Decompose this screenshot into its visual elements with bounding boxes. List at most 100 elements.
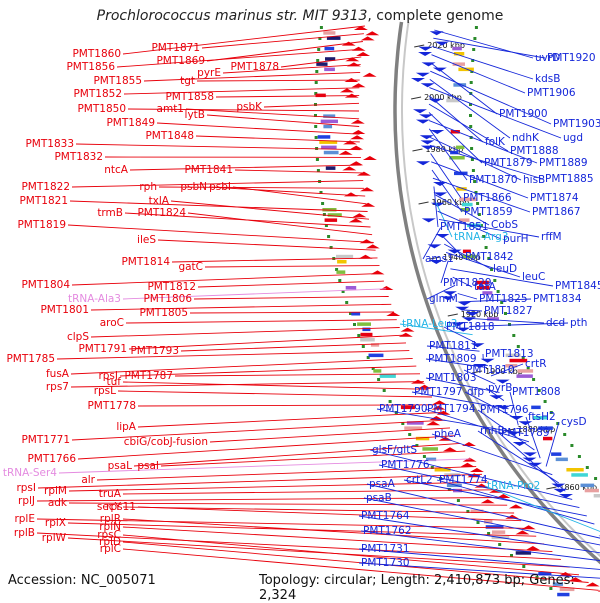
leader-line-left — [188, 213, 372, 235]
ring-dot — [327, 235, 330, 238]
right-gene-label: ndhK — [512, 132, 540, 144]
feature-arrow-left — [526, 546, 540, 550]
left-gene-label: PMT1856 — [66, 61, 115, 73]
left-gene-label: PMT1852 — [73, 88, 122, 100]
leader-line-left — [126, 320, 397, 323]
right-gene-label: PMT1794 — [427, 403, 476, 415]
left-gene-label: PMT1832 — [54, 151, 103, 163]
left-gene-label: PMT1801 — [40, 304, 89, 316]
summary-text: Topology: circular; Length: 2,410,873 bp… — [259, 573, 600, 603]
ring-dot — [472, 48, 475, 51]
feature-arrow-left — [443, 447, 457, 451]
scale-tick — [414, 45, 424, 47]
right-gene-label: psaA — [369, 478, 396, 490]
leader-line-left — [216, 96, 359, 97]
feature-arrow-left — [352, 83, 366, 87]
feature-block-right — [566, 468, 583, 472]
feature-block-right — [531, 406, 540, 410]
right-gene-label: PMT1903 — [553, 118, 600, 130]
right-gene-label: PMT1859 — [464, 206, 513, 218]
feature-block-left — [346, 286, 357, 290]
right-gene-label: ams1 — [425, 253, 454, 265]
right-gene-label: purH — [503, 233, 529, 245]
ring-dot — [320, 26, 323, 29]
feature-arrow-right — [411, 78, 425, 82]
feature-block-left — [336, 270, 345, 274]
ring-dot — [338, 279, 341, 282]
right-gene-label: hisB — [523, 174, 545, 186]
leader-line-left — [124, 88, 359, 94]
feature-block-left — [336, 255, 353, 258]
left-gene-label: PMT1806 — [143, 293, 192, 305]
left-gene-label: PMT1858 — [165, 91, 214, 103]
ring-dot — [317, 48, 320, 51]
feature-block-left — [369, 354, 384, 358]
feature-block-left — [326, 166, 336, 170]
ring-dot — [457, 499, 460, 502]
right-gene-label: PMT1834 — [533, 293, 582, 305]
left-gene-label: psbK — [236, 101, 263, 113]
accession-text: Accession: NC_005071 — [8, 573, 156, 588]
left-gene-label: PMT1841 — [184, 164, 233, 176]
ring-dot — [475, 26, 478, 29]
right-gene-label: ftsH2 — [528, 411, 556, 423]
ring-dot — [570, 444, 573, 447]
left-gene-label: tgt — [180, 75, 195, 87]
feature-arrow-left — [363, 73, 377, 77]
ring-dot — [544, 400, 547, 403]
right-gene-label: PMT1870 — [469, 174, 518, 186]
feature-arrow-left — [366, 244, 380, 248]
right-gene-label: rffM — [541, 231, 562, 243]
feature-block-left — [323, 31, 335, 35]
feature-arrow-left — [340, 88, 354, 92]
feature-arrow-left — [350, 135, 364, 139]
right-gene-label: PMT1906 — [527, 87, 576, 99]
right-gene-label: PMT1842 — [465, 251, 514, 263]
left-gene-label: psaL — [108, 460, 133, 472]
ring-dot — [316, 59, 319, 62]
feature-block-left — [318, 135, 331, 139]
right-gene-label: PMT1866 — [463, 192, 512, 204]
left-gene-label: psbN — [180, 181, 207, 193]
feature-arrow-right — [420, 140, 434, 144]
right-gene-label: PMT1797 — [414, 386, 463, 398]
left-gene-label: rplJ — [18, 495, 35, 507]
leader-line-left — [235, 170, 362, 173]
leader-line-right — [458, 294, 477, 300]
feature-arrow-right — [416, 161, 430, 165]
left-gene-label: psaI — [137, 460, 159, 472]
left-gene-label: PMT1821 — [19, 195, 68, 207]
ring-dot — [532, 378, 535, 381]
left-gene-label: adk — [48, 497, 68, 509]
feature-block-left — [361, 333, 373, 337]
left-gene-label: truA — [99, 488, 122, 500]
feature-block-left — [316, 62, 327, 66]
feature-arrow-left — [349, 161, 363, 165]
feature-block-left — [360, 338, 375, 342]
scale-tick — [419, 202, 429, 204]
ring-dot — [321, 202, 324, 205]
feature-block-right — [571, 473, 588, 477]
feature-arrow-left — [509, 504, 523, 508]
leader-line-right — [432, 47, 533, 80]
right-gene-label: folK — [485, 136, 506, 148]
feature-block-right — [517, 374, 533, 378]
feature-arrow-left — [352, 213, 366, 217]
feature-arrow-left — [462, 442, 476, 446]
right-gene-label: pheA — [434, 428, 462, 440]
left-gene-label: PMT1849 — [106, 117, 155, 129]
feature-arrow-left — [460, 463, 474, 467]
title-species: Prochlorococcus marinus str. MIT 9313 — [97, 8, 368, 24]
ring-dot — [563, 433, 566, 436]
right-gene-label: PMT1808 — [512, 386, 561, 398]
feature-arrow-left — [463, 458, 477, 462]
leader-line-left — [144, 72, 360, 81]
left-gene-label: PMT1814 — [121, 256, 170, 268]
left-gene-label: PMT1860 — [72, 48, 121, 60]
feature-block-left — [321, 120, 338, 124]
left-gene-label: PMT1793 — [130, 345, 179, 357]
right-gene-label: psaB — [366, 492, 392, 504]
feature-block-left — [316, 94, 326, 98]
right-gene-label: PMT1803 — [428, 372, 477, 384]
left-gene-label: PMT1771 — [21, 434, 70, 446]
